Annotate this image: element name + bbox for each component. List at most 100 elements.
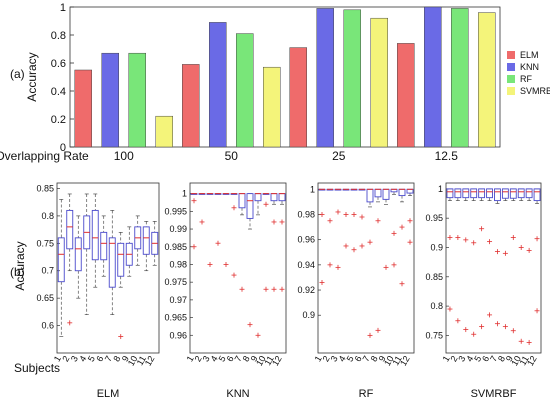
box-y-tick-label: 1	[310, 184, 315, 194]
box-outlier	[335, 209, 341, 215]
box-subject-2	[454, 188, 462, 324]
box-subject-12	[533, 188, 541, 314]
bar-category-label: 50	[225, 149, 239, 163]
box-subject-label: 11	[518, 354, 531, 367]
box-subject-10	[390, 188, 398, 268]
box-subject-12	[151, 221, 159, 266]
box-subject-9	[254, 193, 262, 338]
box-outlier	[247, 322, 253, 328]
box-plot-frame	[56, 182, 160, 354]
box-outlier	[367, 332, 373, 338]
box-subject-label: 2	[193, 354, 204, 363]
box-outlier	[231, 272, 237, 278]
box-outlier	[407, 239, 413, 245]
box-subject-7	[366, 188, 374, 338]
box-outlier	[502, 250, 508, 256]
box-y-tick-label: 0.98	[169, 259, 187, 269]
box-outlier	[231, 205, 237, 211]
box-subject-label: 12	[525, 354, 539, 368]
box-iqr	[74, 237, 82, 272]
box-outlier	[502, 324, 508, 330]
box-iqr	[509, 188, 517, 199]
box-outlier	[494, 249, 500, 255]
box-subject-6	[486, 188, 493, 318]
legend-label-knn: KNN	[520, 62, 539, 72]
box-iqr	[486, 188, 493, 199]
box-subject-5	[350, 188, 358, 253]
box-subject-6	[230, 193, 238, 278]
box-subject-11	[525, 188, 533, 345]
box-y-tick-label: 0.6	[41, 321, 54, 331]
box-y-tick-label: 0.75	[425, 330, 443, 340]
box-subject-11	[142, 221, 150, 272]
box-subject-label: 7	[103, 354, 114, 363]
legend-swatch-elm	[507, 51, 515, 59]
box-outlier	[271, 286, 277, 292]
box-y-tick-label: 0.99	[169, 224, 187, 234]
box-y-tick-label: 1	[182, 189, 187, 199]
box-subject-label: 6	[225, 354, 236, 363]
legend-swatch-rf	[507, 75, 515, 83]
box-panel-title-knn: KNN	[226, 388, 249, 400]
box-y-tick-label: 0.98	[297, 209, 315, 219]
box-subject-12	[406, 188, 414, 245]
box-subject-label: 6	[353, 354, 364, 363]
legend-swatch-svmrbf	[507, 87, 515, 95]
box-outlier	[518, 338, 524, 344]
box-subject-8	[246, 193, 254, 328]
box-subject-10	[262, 193, 270, 292]
box-outlier	[399, 224, 405, 230]
box-outlier	[471, 240, 477, 246]
box-outlier	[319, 279, 325, 285]
box-subject-label: 2	[321, 354, 332, 363]
box-outlier	[199, 219, 205, 225]
box-subject-label: 6	[480, 354, 491, 363]
box-iqr	[533, 188, 541, 202]
box-subject-label: 7	[233, 354, 244, 363]
box-subject-label: 12	[270, 354, 284, 368]
box-subject-label: 8	[241, 354, 252, 363]
box-subject-label: 9	[504, 354, 515, 363]
box-subject-label: 11	[135, 354, 148, 367]
box-y-tick-label: 0.94	[297, 260, 315, 270]
box-subject-label: 8	[369, 354, 380, 363]
box-iqr	[478, 188, 486, 199]
bar-svmrbf-100	[155, 115, 173, 148]
bar-x-axis-label: Overlapping Rate	[0, 149, 89, 163]
box-iqr	[462, 188, 470, 199]
box-subject-4	[470, 188, 478, 337]
box-subject-label: 5	[217, 354, 228, 363]
bar-svmrbf-50	[263, 66, 281, 148]
box-iqr	[57, 237, 65, 283]
bar-rf-100	[128, 52, 146, 148]
box-outlier	[526, 339, 532, 345]
box-subject-11	[398, 188, 406, 287]
box-y-tick-label: 0.995	[164, 206, 187, 216]
box-subject-3	[334, 188, 342, 270]
box-outlier	[479, 226, 485, 232]
box-subject-label: 8	[111, 354, 122, 363]
box-subject-9	[382, 188, 390, 270]
box-subject-6	[100, 215, 108, 277]
box-outlier	[327, 218, 333, 224]
box-iqr	[91, 209, 99, 261]
legend-label-elm: ELM	[520, 50, 539, 60]
bar-chart: Accuracy 0 0.2 0.4 0.6 0.8 1 100 50 25 12.5 Over…	[0, 2, 550, 163]
box-subject-label: 3	[69, 354, 80, 363]
box-outlier	[191, 198, 197, 204]
box-y-tick-label: 0.95	[425, 213, 443, 223]
box-subject-11	[270, 193, 278, 292]
box-subject-label: 3	[329, 354, 340, 363]
box-outlier	[263, 201, 269, 207]
box-y-tick-label: 0.8	[41, 211, 54, 221]
box-subject-label: 11	[390, 354, 403, 367]
box-subject-label: 10	[509, 354, 523, 368]
box-subject-9	[125, 226, 133, 277]
box-plot-frame	[445, 182, 542, 354]
bar-elm-50	[182, 64, 200, 148]
box-subject-label: 4	[464, 354, 475, 363]
box-subject-label: 1	[52, 354, 63, 363]
box-subject-label: 11	[262, 354, 275, 367]
box-y-tick-label: 0.75	[36, 238, 54, 248]
box-subject-4	[83, 193, 91, 315]
